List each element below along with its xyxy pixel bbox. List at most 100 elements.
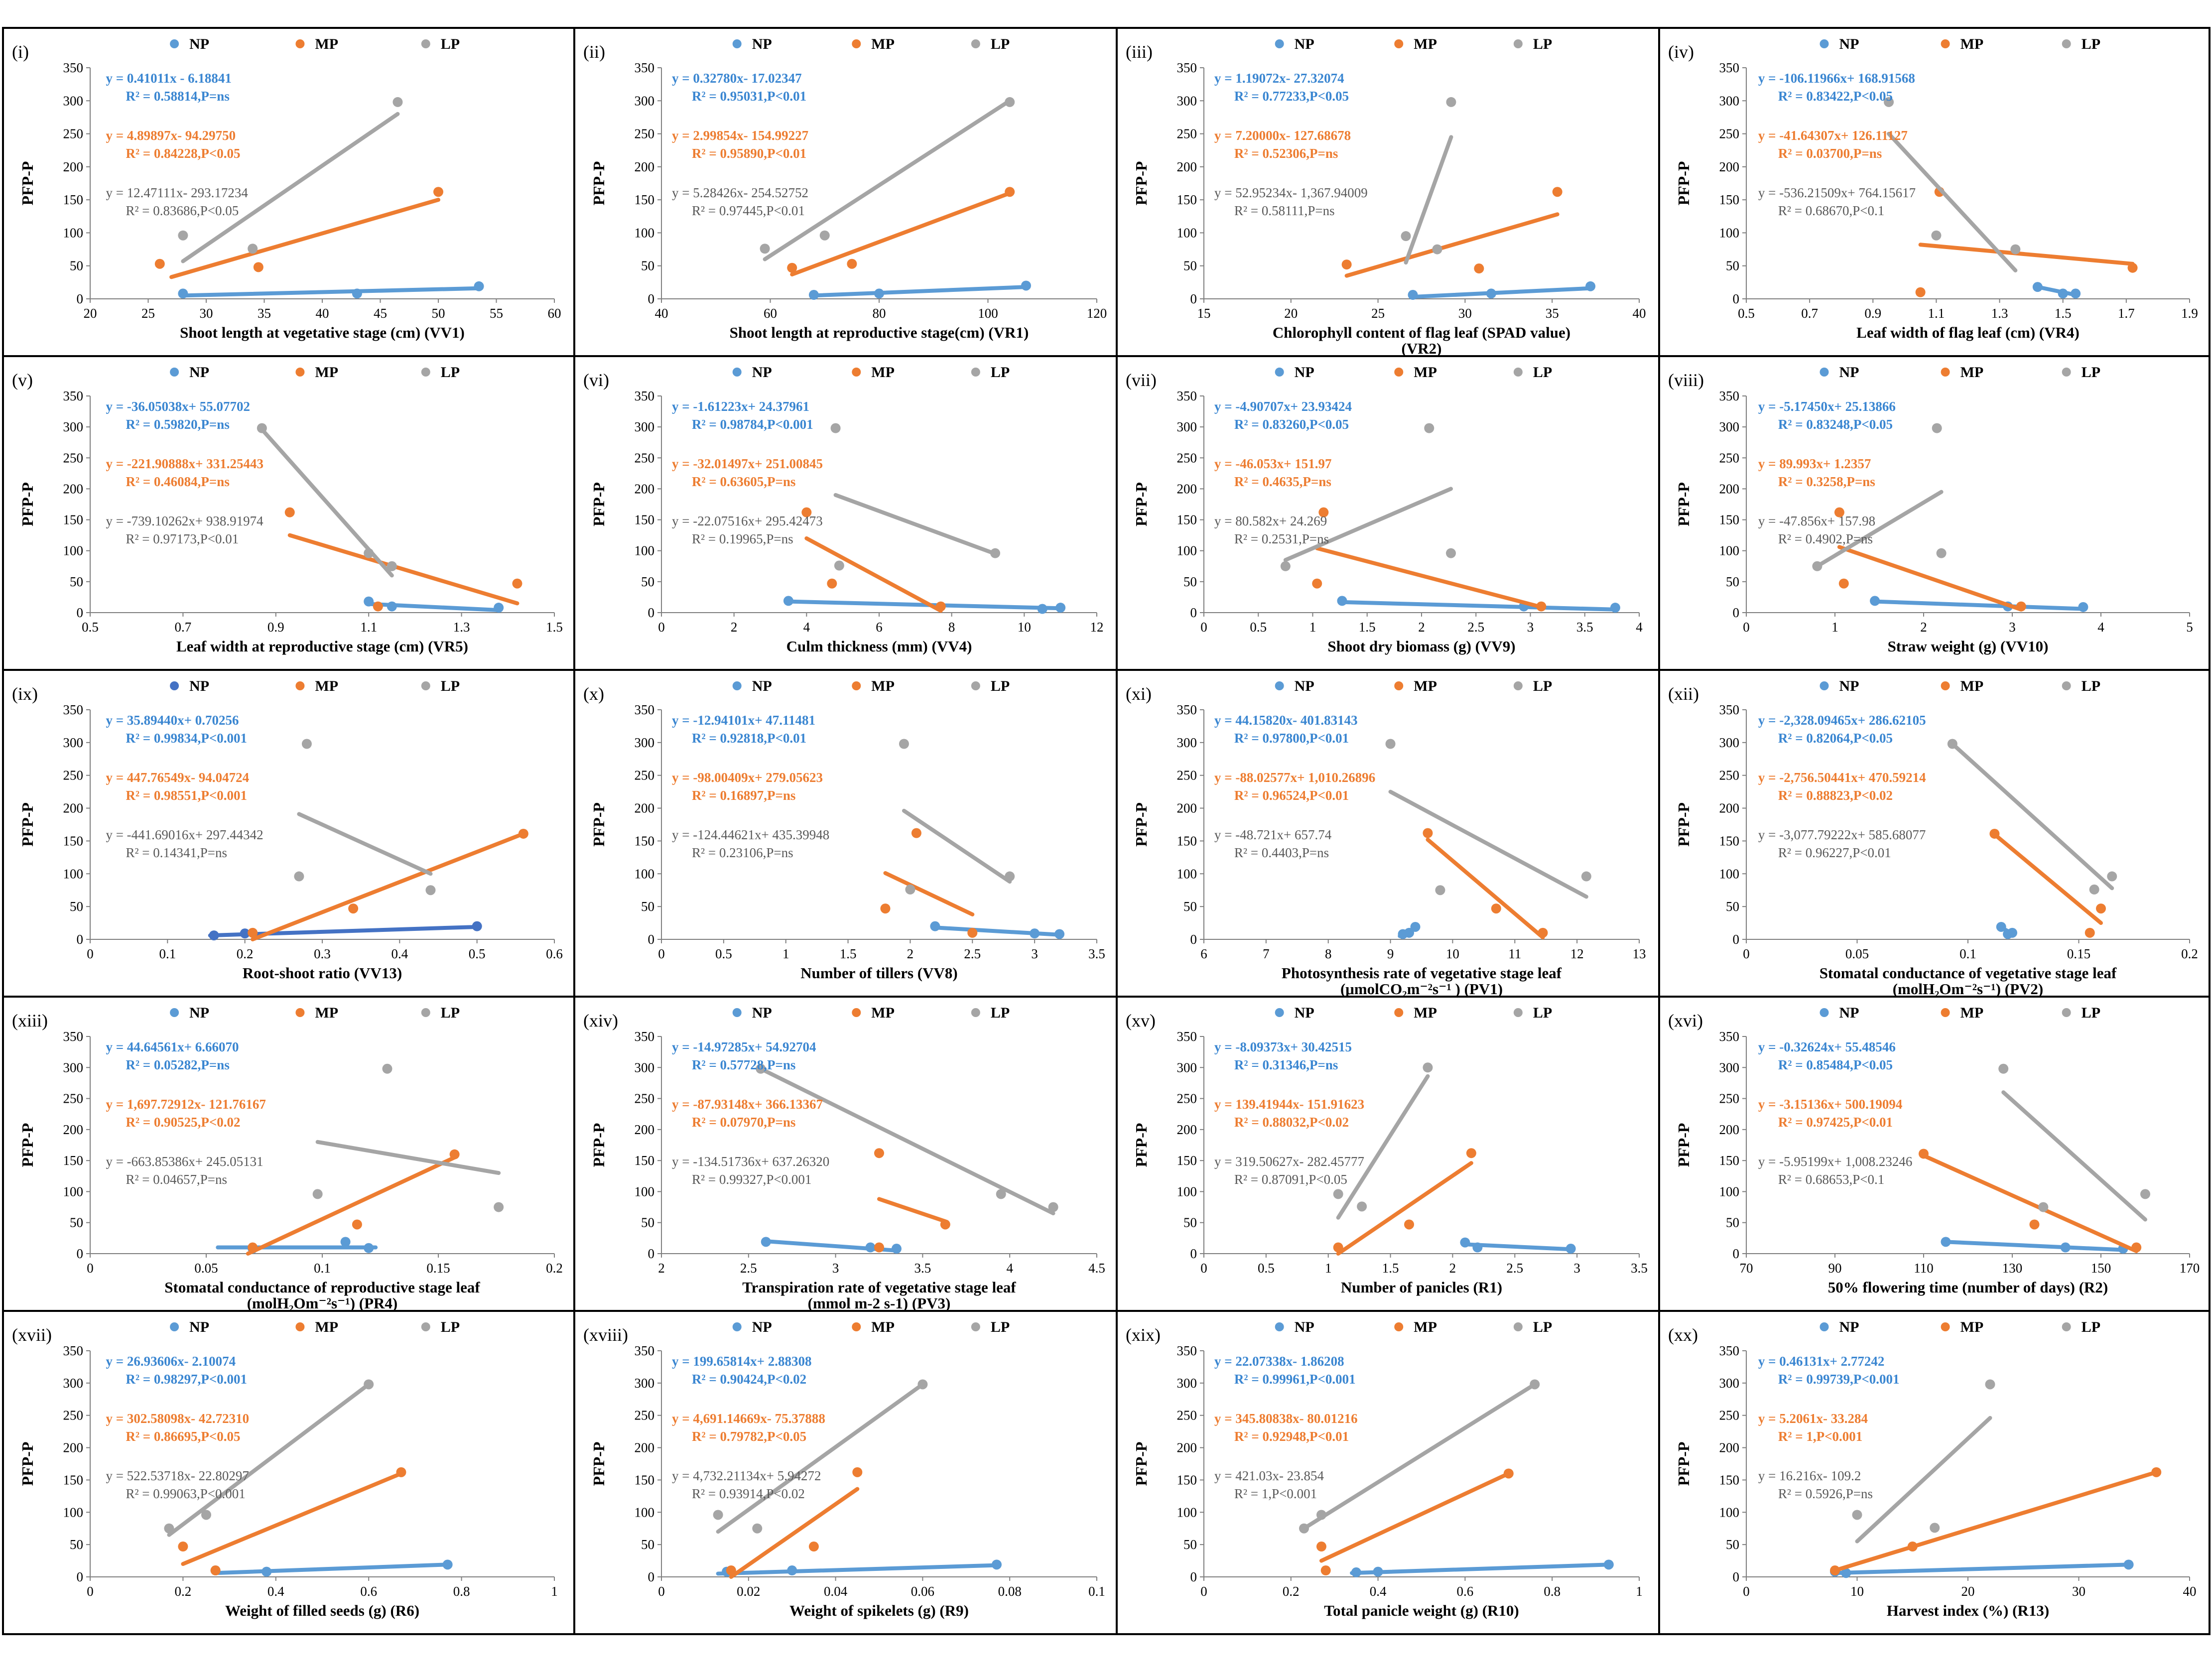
data-point-lp [1432,244,1442,255]
data-point-lp [1445,548,1456,558]
x-axis-label: Culm thickness (mm) (VV4) [786,638,972,655]
y-tick-label: 350 [635,1343,655,1358]
x-tick-label: 13 [1633,946,1646,961]
equation-lp: y = 319.50627x- 282.45777 [1214,1154,1364,1169]
data-point-mp [1830,1565,1840,1576]
data-point-mp [1989,828,2000,839]
panel-5: (v) NP MP LP 0 50 100 150 200 250 300 350 0.5 0.7 0.9 1… [2,355,575,671]
r-squared-mp: R² = 0.3258,P=ns [1778,474,1875,489]
data-point-lp [1005,871,1015,882]
equation-mp: y = -3.15136x+ 500.19094 [1758,1097,1903,1112]
data-point-mp [1341,259,1352,270]
legend-marker-lp [1513,1322,1523,1331]
data-point-mp [874,1242,884,1253]
panel-label: (xi) [1126,684,1152,704]
x-axis-label: Weight of spikelets (g) (R9) [789,1602,969,1619]
data-point-np [472,921,482,931]
panel-18: (xviii) NP MP LP 0 50 100 150 200 250 300 350 0 0.02 0… [573,1310,1118,1635]
r-squared-mp: R² = 0.46084,P=ns [126,474,229,489]
data-point-np [261,1566,272,1577]
y-axis-label: PFP-P [590,1123,608,1167]
data-point-mp [911,828,921,838]
y-tick-label: 250 [1177,768,1197,783]
legend-label-mp: MP [1960,678,1984,694]
x-tick-label: 40 [655,306,668,321]
y-tick-label: 250 [635,1408,655,1423]
data-point-np [209,930,219,941]
panel-1: (i) NP MP LP 0 50 100 150 200 250 300 350 20 25 30 35 40… [2,27,575,357]
equation-lp: y = -536.21509x+ 764.15617 [1758,185,1916,200]
legend-label-mp: MP [1414,1005,1437,1021]
x-tick-label: 3 [1527,620,1534,635]
y-axis-label: PFP-P [1132,802,1150,847]
r-squared-mp: R² = 1,P<0.001 [1778,1429,1862,1444]
legend-marker-lp [971,681,980,690]
r-squared-lp: R² = 0.87091,P<0.05 [1234,1172,1347,1187]
x-tick-label: 0.05 [1845,946,1869,961]
legend-label-np: NP [1839,1319,1859,1335]
equation-mp: y = -41.64307x+ 126.11127 [1758,128,1908,143]
data-point-lp [990,548,1001,558]
y-tick-label: 300 [1719,1060,1740,1075]
legend-marker-np [1275,681,1284,690]
data-point-mp [1538,927,1548,938]
data-point-np [2058,288,2068,299]
x-tick-label: 0.6 [546,946,563,961]
y-tick-label: 150 [635,1472,655,1487]
x-tick-label: 0.2 [546,1261,563,1276]
y-tick-label: 50 [1183,1215,1197,1230]
equation-np: y = 1.19072x- 27.32074 [1214,71,1344,86]
legend-marker-lp [2062,39,2071,48]
x-axis-label-line2: (molH₂Om⁻²s⁻¹) (PV2) [1893,980,2044,998]
data-point-mp [1404,1219,1415,1230]
x-tick-label: 10 [1850,1584,1864,1599]
data-point-np [2078,602,2088,612]
trendline-np [786,599,1063,611]
x-tick-label: 55 [490,306,503,321]
legend-label-lp: LP [2082,364,2100,381]
data-point-lp [1316,1510,1326,1520]
trendline-lp [1388,789,1588,899]
r-squared-lp: R² = 0.97173,P<0.01 [126,531,239,546]
y-tick-label: 0 [1733,1246,1740,1261]
y-tick-label: 150 [1719,833,1740,848]
x-tick-label: 1.9 [2181,306,2198,321]
y-tick-label: 350 [63,1343,84,1358]
x-tick-label: 120 [1087,306,1107,321]
data-point-lp [756,1063,766,1074]
panel-frame [1116,355,1660,671]
data-point-mp [1536,601,1547,612]
y-tick-label: 0 [1190,1246,1197,1261]
x-axis-label: Root-shoot ratio (VV13) [243,964,402,982]
data-point-lp [713,1510,723,1520]
data-point-lp [1005,97,1015,107]
data-point-lp [494,1202,504,1212]
equation-lp: y = -47.856x+ 157.98 [1758,514,1875,528]
x-tick-label: 3 [1573,1261,1580,1276]
equation-lp: y = 80.582x+ 24.269 [1214,514,1327,528]
y-tick-label: 0 [1733,932,1740,947]
data-point-np [1351,1567,1361,1577]
x-tick-label: 3.5 [914,1261,931,1276]
legend-marker-lp [1513,681,1523,690]
legend-label-lp: LP [991,364,1010,381]
r-squared-mp: R² = 0.63605,P=ns [692,474,795,489]
y-tick-label: 150 [1719,192,1740,207]
legend-label-mp: MP [315,364,338,381]
trendline-lp [759,1066,1055,1216]
data-point-np [761,1237,771,1247]
legend-label-mp: MP [1960,1005,1984,1021]
x-tick-label: 0.8 [453,1584,470,1599]
panel-frame [1658,27,2211,357]
x-axis-label: Shoot length at reproductive stage(cm) (… [730,324,1029,341]
x-tick-label: 12 [1090,620,1104,635]
data-point-mp [1838,578,1849,589]
y-tick-label: 50 [641,1215,654,1230]
y-tick-label: 50 [641,574,654,589]
panel-9: (ix) NP MP LP 0 50 100 150 200 250 300 350 0 0.1 0.2 0.… [2,669,575,998]
x-tick-label: 1.5 [1359,620,1376,635]
data-point-np [340,1237,351,1247]
data-point-np [387,601,397,612]
x-tick-label: 0.4 [391,946,408,961]
data-point-np [891,1244,902,1254]
